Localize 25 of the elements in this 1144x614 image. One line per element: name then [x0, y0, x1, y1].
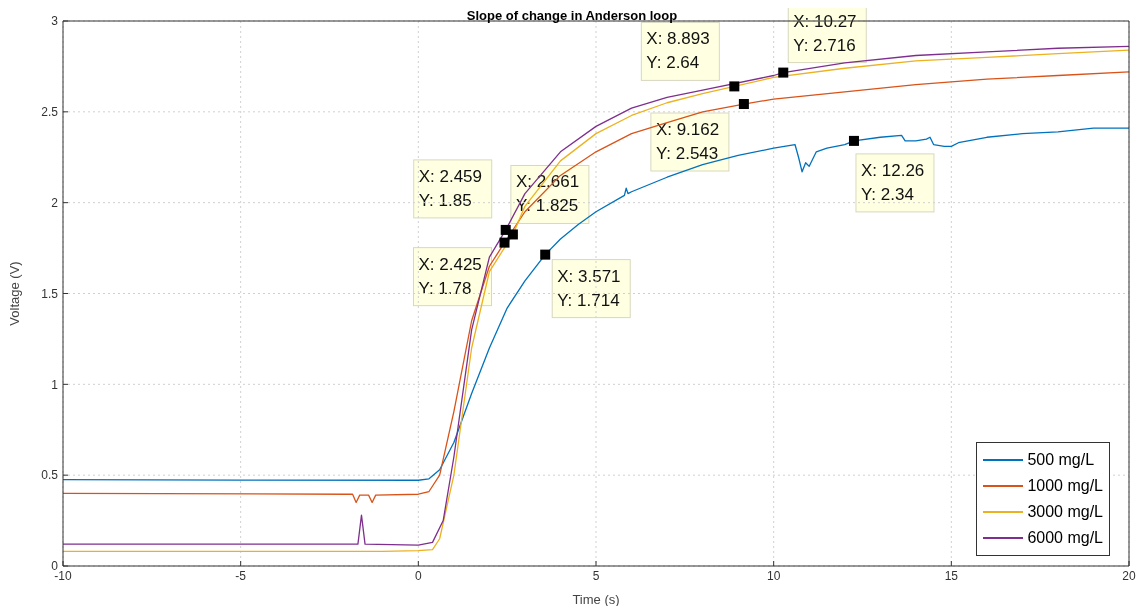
- y-tick-label: 3: [51, 14, 59, 29]
- y-tick-label: 2.5: [41, 105, 59, 120]
- x-tick-label: 15: [944, 568, 959, 583]
- x-tick-label: 0: [414, 568, 422, 583]
- y-tick-label: 2: [51, 195, 59, 210]
- legend-label: 3000 mg/L: [1027, 503, 1103, 521]
- x-tick-label: -5: [235, 568, 247, 583]
- y-tick-label: 1.5: [41, 286, 59, 301]
- annotation: X: 12.26 Y: 2.34: [860, 160, 925, 204]
- annotation: X: 9.162 Y: 2.543: [655, 120, 720, 164]
- y-axis-title: Voltage (V): [6, 261, 22, 326]
- y-tick-label: 0.5: [41, 468, 59, 483]
- annotation: X: 8.893 Y: 2.64: [646, 29, 710, 73]
- x-tick-label: 5: [592, 568, 600, 583]
- annotation: X: 10.27 Y: 2.716: [793, 11, 857, 55]
- chart-title: Slope of change in Anderson loop: [466, 8, 678, 23]
- legend-label: 1000 mg/L: [1027, 477, 1103, 495]
- annotation: X: 3.571 Y: 1.714: [557, 266, 621, 310]
- x-axis-title: Time (s): [572, 592, 620, 607]
- x-tick-label: 10: [766, 568, 781, 583]
- legend-label: 500 mg/L: [1027, 451, 1095, 469]
- annotation: X: 2.459 Y: 1.85: [418, 166, 483, 210]
- x-tick-label: 20: [1122, 568, 1136, 583]
- legend-label: 6000 mg/L: [1027, 529, 1103, 547]
- y-tick-label: 1: [51, 377, 59, 392]
